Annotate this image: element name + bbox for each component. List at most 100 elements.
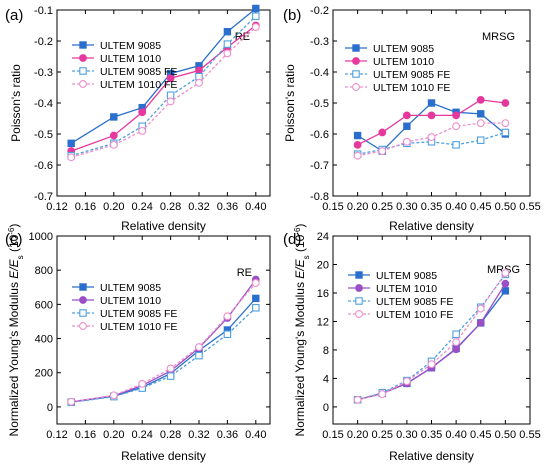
data-point [138,379,147,388]
x-tick-label: 0.16 [75,201,96,213]
x-tick-label: 0.12 [46,429,67,441]
panel-b-chart: (b) 0.15 0.20 0.25 0.30 0.35 0.40 0.45 0.50 0.55 -… [283,5,541,233]
data-point [251,23,260,31]
y-tick-label: -0.6 [34,160,53,172]
data-point [223,40,232,48]
x-tick-label: 0.20 [103,429,124,441]
data-point [252,4,260,13]
data-point [67,153,76,162]
data-point [476,304,485,313]
x-axis-label: Relative density [389,219,474,233]
x-tick-label: 0.24 [131,201,152,213]
data-point [501,287,510,295]
data-point [195,66,203,75]
data-point [378,128,387,137]
data-point [166,91,175,100]
data-point [427,111,436,120]
data-point [138,126,147,135]
data-point [501,119,510,128]
data-point [195,351,203,360]
data-point [402,111,411,120]
y-tick-label: -0.8 [310,191,329,203]
y-tick-label: -0.2 [34,36,53,48]
x-tick-label: 0.32 [188,429,209,441]
y-tick-label: -0.7 [34,191,53,203]
data-point [501,99,510,107]
legend-entry: ULTEM 9085 [376,270,437,282]
x-tick-label: 0.35 [421,201,442,213]
x-tick-label: 0.16 [75,429,96,441]
data-point [452,122,461,131]
legend-marker [352,57,360,65]
data-point [195,343,203,352]
y-tick-label: 16 [317,288,329,300]
x-tick-label: 0.24 [131,429,152,441]
data-point [166,364,175,373]
legend-marker [79,54,87,62]
legend-marker [355,271,363,279]
data-point [427,99,436,107]
legend-entry: ULTEM 1010 FE [373,82,450,94]
data-point [476,96,485,104]
y-tick-label: -0.3 [34,67,53,79]
data-point [166,97,175,106]
y-tick-label: -0.5 [310,98,329,110]
data-point [427,133,436,142]
data-point [251,279,260,287]
legend-entry: ULTEM 1010 [100,53,161,65]
x-tick-label: 0.35 [421,429,442,441]
x-tick-label: 0.40 [245,429,266,441]
x-tick-label: 0.25 [372,429,393,441]
y-axis-label: Poisson's ratio [283,64,297,142]
x-tick-label: 0.40 [445,201,466,213]
data-point [476,136,485,144]
y-tick-label: 4 [323,373,329,385]
y-tick-label: 600 [35,299,53,311]
legend-entry: ULTEM 1010 FE [376,309,453,321]
x-tick-label: 0.30 [396,201,417,213]
data-point [452,330,460,339]
data-point [477,110,485,118]
data-point [452,111,461,120]
panel-label: (a) [5,7,23,24]
x-tick-label: 0.20 [347,429,368,441]
y-tick-label: 0 [323,402,329,414]
x-axis-label: Relative density [121,219,206,233]
legend-marker [79,309,87,317]
x-tick-label: 0.50 [495,429,516,441]
data-point [402,377,411,386]
legend-entry: ULTEM 9085 [100,282,161,294]
panel-label: (c) [5,231,23,248]
data-point [252,12,260,20]
series-line-4 [71,282,257,403]
data-point [109,391,118,400]
data-point [67,139,75,148]
legend-marker [79,67,87,75]
plot-frame [56,235,271,425]
legend-marker [79,296,87,304]
legend-entry: ULTEM 9085 [100,40,161,52]
data-point [501,269,510,277]
panel-c-chart: (c) 0.12 0.16 0.20 0.24 0.28 0.32 0.36 0.40 0 200 4… [5,224,271,463]
series-line-2 [71,279,257,403]
data-point [166,74,175,83]
y-tick-label: -0.1 [34,5,53,17]
x-tick-label: 0.45 [470,429,491,441]
y-tick-label: -0.2 [310,5,329,17]
y-axis-label: Poisson's ratio [9,64,23,142]
x-tick-label: 0.28 [160,429,181,441]
y-tick-label: -0.4 [34,98,53,110]
legend-entry: ULTEM 1010 [373,56,434,68]
legend-marker [352,83,360,91]
y-tick-label: -0.3 [310,36,329,48]
data-point [195,72,203,81]
data-point [378,147,387,156]
chart-annotation: RE [235,31,250,43]
legend-marker [355,284,363,292]
legend-entry: ULTEM 9085 FE [376,296,453,308]
y-axis-label: Normalized Young's Modulus E/Es (10-6) [7,224,25,437]
x-tick-label: 0.55 [519,201,540,213]
x-tick-label: 0.50 [495,201,516,213]
y-tick-label: 800 [35,265,53,277]
